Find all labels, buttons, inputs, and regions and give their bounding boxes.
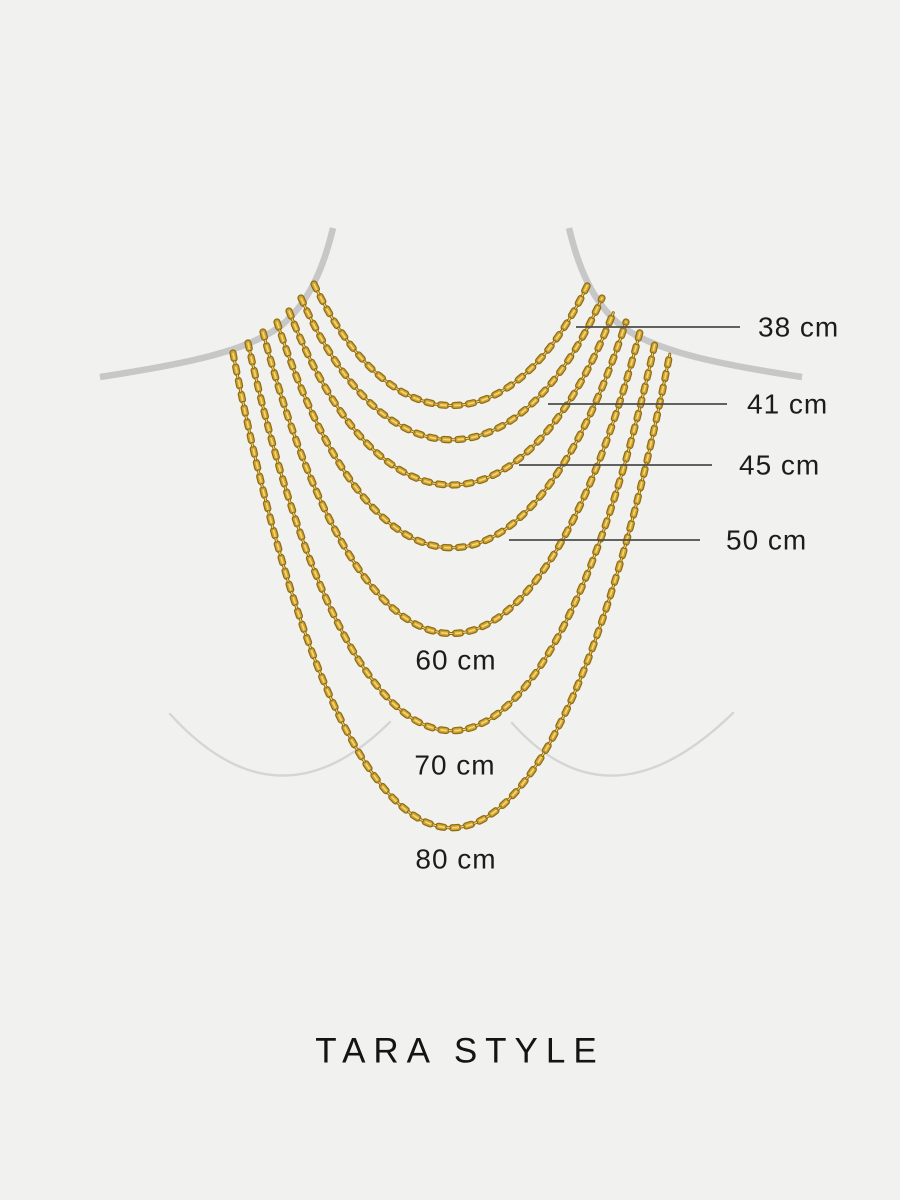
chest-curve-right (510, 711, 735, 777)
neck-shoulder-line-right (565, 227, 803, 381)
body-silhouette (99, 227, 803, 777)
length-label-38cm: 38 cm (758, 312, 839, 343)
length-label-41cm: 41 cm (747, 389, 828, 420)
brand-wordmark: TARA STYLE (315, 1032, 604, 1071)
length-label-80cm: 80 cm (415, 844, 496, 875)
size-labels: 38 cm 41 cm 45 cm 50 cm 60 cm 70 cm 80 c… (414, 312, 839, 875)
leader-lines (509, 326, 740, 541)
necklace-chains (233, 284, 670, 828)
length-label-50cm: 50 cm (726, 525, 807, 556)
length-label-70cm: 70 cm (414, 750, 495, 781)
length-label-60cm: 60 cm (415, 645, 496, 676)
length-label-45cm: 45 cm (739, 450, 820, 481)
neck-shoulder-line-left (99, 227, 337, 381)
chest-curve-left (168, 712, 392, 777)
